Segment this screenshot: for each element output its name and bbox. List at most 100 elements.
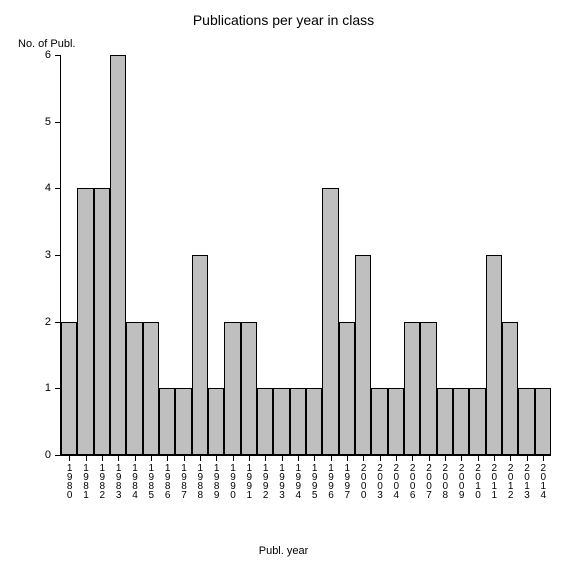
x-tick-label: 2014 (538, 463, 548, 499)
bar (192, 255, 208, 455)
x-tick (412, 455, 413, 461)
x-tick (265, 455, 266, 461)
x-tick (363, 455, 364, 461)
x-axis-label: Publ. year (0, 545, 567, 557)
x-tick (216, 455, 217, 461)
bar (404, 322, 420, 455)
x-tick-label: 1981 (81, 463, 91, 499)
x-tick (331, 455, 332, 461)
x-tick (461, 455, 462, 461)
bar (355, 255, 371, 455)
y-tick (55, 122, 61, 123)
y-tick (55, 188, 61, 189)
x-tick-label: 1983 (113, 463, 123, 499)
x-tick-label: 2011 (489, 463, 499, 499)
x-tick-label: 1988 (195, 463, 205, 499)
x-tick-label: 2003 (375, 463, 385, 499)
x-tick-label: 2007 (424, 463, 434, 499)
y-tick-label: 3 (45, 249, 51, 261)
x-tick (118, 455, 119, 461)
bar (159, 388, 175, 455)
bar (486, 255, 502, 455)
x-tick-label: 2006 (407, 463, 417, 499)
x-tick-label: 2000 (358, 463, 368, 499)
bar (322, 188, 338, 455)
x-tick-label: 1997 (342, 463, 352, 499)
x-tick-label: 1986 (162, 463, 172, 499)
x-tick (314, 455, 315, 461)
x-tick (429, 455, 430, 461)
x-tick-label: 2009 (456, 463, 466, 499)
x-tick-label: 1982 (97, 463, 107, 499)
bar (224, 322, 240, 455)
x-tick-label: 1985 (146, 463, 156, 499)
x-tick (167, 455, 168, 461)
chart-container: Publications per year in class No. of Pu… (0, 0, 567, 567)
x-tick-label: 1984 (130, 463, 140, 499)
x-tick (510, 455, 511, 461)
y-tick-label: 1 (45, 382, 51, 394)
bar (257, 388, 273, 455)
x-tick (69, 455, 70, 461)
bar (110, 55, 126, 455)
x-tick-label: 1994 (293, 463, 303, 499)
x-tick-label: 2013 (522, 463, 532, 499)
x-tick-label: 2012 (505, 463, 515, 499)
x-tick-label: 1980 (64, 463, 74, 499)
x-tick-label: 2010 (473, 463, 483, 499)
y-tick-label: 4 (45, 182, 51, 194)
bar (77, 188, 93, 455)
x-tick (86, 455, 87, 461)
bar (339, 322, 355, 455)
y-tick-label: 2 (45, 316, 51, 328)
bar (290, 388, 306, 455)
bar (502, 322, 518, 455)
x-tick-label: 1996 (326, 463, 336, 499)
plot-area: 0123456198019811982198319841985198619871… (60, 55, 551, 456)
x-tick (184, 455, 185, 461)
bar (143, 322, 159, 455)
bar (371, 388, 387, 455)
x-tick (347, 455, 348, 461)
x-tick (445, 455, 446, 461)
chart-title: Publications per year in class (0, 12, 567, 28)
x-tick (151, 455, 152, 461)
bar (208, 388, 224, 455)
bar (535, 388, 551, 455)
y-tick-label: 5 (45, 116, 51, 128)
y-tick-label: 0 (45, 449, 51, 461)
x-tick (135, 455, 136, 461)
y-tick (55, 455, 61, 456)
x-tick-label: 1991 (244, 463, 254, 499)
x-tick-label: 1995 (309, 463, 319, 499)
x-tick-label: 2004 (391, 463, 401, 499)
x-tick (298, 455, 299, 461)
y-tick (55, 55, 61, 56)
bar (388, 388, 404, 455)
x-tick-label: 1993 (277, 463, 287, 499)
bar (273, 388, 289, 455)
bar (241, 322, 257, 455)
bar (437, 388, 453, 455)
x-tick-label: 1989 (211, 463, 221, 499)
x-tick (380, 455, 381, 461)
x-tick-label: 2008 (440, 463, 450, 499)
x-tick (396, 455, 397, 461)
x-tick (282, 455, 283, 461)
y-tick (55, 255, 61, 256)
x-tick-label: 1987 (179, 463, 189, 499)
x-tick (494, 455, 495, 461)
bar (126, 322, 142, 455)
x-tick-label: 1992 (260, 463, 270, 499)
bar (94, 188, 110, 455)
x-tick (233, 455, 234, 461)
bar (453, 388, 469, 455)
x-tick-label: 1990 (228, 463, 238, 499)
bar (420, 322, 436, 455)
x-tick (249, 455, 250, 461)
x-tick (478, 455, 479, 461)
bar (518, 388, 534, 455)
x-tick (102, 455, 103, 461)
bar (175, 388, 191, 455)
x-tick (200, 455, 201, 461)
